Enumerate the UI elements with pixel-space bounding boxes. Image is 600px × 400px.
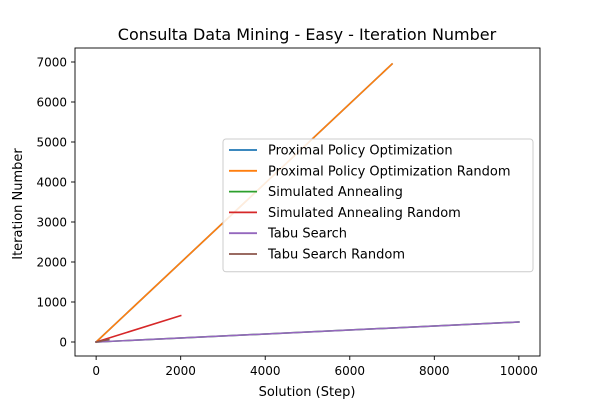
y-tick-label: 1000 [36, 296, 67, 310]
legend: Proximal Policy Optimization Proximal Pol… [222, 138, 534, 273]
y-tick-label: 5000 [36, 136, 67, 150]
legend-label: Simulated Annealing [268, 185, 403, 200]
legend-label: Tabu Search [267, 227, 347, 242]
legend-label: Proximal Policy Optimization Random [268, 164, 511, 179]
y-tick-label: 0 [59, 336, 67, 350]
legend-label: Tabu Search Random [267, 248, 405, 263]
x-tick-label: 0 [92, 364, 100, 378]
x-tick-label: 2000 [165, 364, 196, 378]
series-line-5 [95, 338, 110, 343]
y-tick-label: 3000 [36, 216, 67, 230]
y-tick-label: 7000 [36, 56, 67, 70]
series-line-3 [95, 314, 182, 344]
x-tick-label: 6000 [334, 364, 365, 378]
legend-label: Simulated Annealing Random [268, 206, 461, 221]
y-axis-label: Iteration Number [11, 148, 26, 260]
y-tick-label: 4000 [36, 176, 67, 190]
chart-title: Consulta Data Mining - Easy - Iteration … [118, 25, 497, 44]
x-axis-label: Solution (Step) [259, 385, 356, 400]
x-tick-label: 10000 [500, 364, 538, 378]
axes-frame [74, 47, 541, 357]
legend-box [222, 138, 534, 273]
y-tick-label: 6000 [36, 96, 67, 110]
legend-label: Proximal Policy Optimization [268, 144, 453, 159]
x-tick-label: 8000 [419, 364, 450, 378]
x-tick-label: 4000 [250, 364, 281, 378]
series-line-4 [95, 321, 520, 343]
y-tick-label: 2000 [36, 256, 67, 270]
